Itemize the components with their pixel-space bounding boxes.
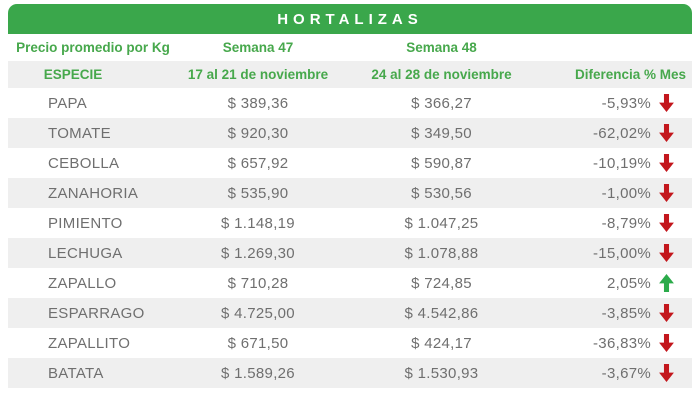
- diff-cell: 2,05%: [545, 274, 692, 292]
- down-arrow-icon: [659, 214, 674, 232]
- table-row: LECHUGA $ 1.269,30 $ 1.078,88 -15,00%: [8, 238, 692, 268]
- diff-percent: -5,93%: [601, 94, 651, 112]
- down-arrow-icon: [659, 364, 674, 382]
- species-cell: PIMIENTO: [48, 214, 123, 232]
- column-header-row: ESPECIE 17 al 21 de noviembre 24 al 28 d…: [8, 61, 692, 88]
- week47-price-cell: $ 1.589,26: [221, 364, 295, 382]
- week47-price-cell: $ 1.148,19: [221, 214, 295, 232]
- species-cell: ZAPALLITO: [48, 334, 131, 352]
- down-arrow-icon: [659, 244, 674, 262]
- down-arrow-icon: [659, 184, 674, 202]
- up-arrow-icon: [659, 274, 674, 292]
- diff-cell: -5,93%: [545, 94, 692, 112]
- diff-percent: -1,00%: [601, 184, 651, 202]
- diff-percent: -3,85%: [601, 304, 651, 322]
- species-cell: CEBOLLA: [48, 154, 120, 172]
- week48-price-cell: $ 366,27: [411, 94, 472, 112]
- week48-price-cell: $ 530,56: [411, 184, 472, 202]
- week47-price-cell: $ 671,50: [227, 334, 289, 352]
- diff-cell: -3,85%: [545, 304, 692, 322]
- species-cell: ZAPALLO: [48, 274, 117, 292]
- week48-price-cell: $ 590,87: [411, 154, 472, 172]
- diff-percent: -62,02%: [593, 124, 651, 142]
- diff-cell: -15,00%: [545, 244, 692, 262]
- week48-price-cell: $ 4.542,86: [404, 304, 479, 322]
- table-row: PIMIENTO $ 1.148,19 $ 1.047,25 -8,79%: [8, 208, 692, 238]
- table-row: ZAPALLO $ 710,28 $ 724,85 2,05%: [8, 268, 692, 298]
- diff-cell: -1,00%: [545, 184, 692, 202]
- week47-price-cell: $ 389,36: [227, 94, 289, 112]
- week48-label: Semana 48: [406, 40, 477, 55]
- week-header-row: Precio promedio por Kg Semana 47 Semana …: [8, 34, 692, 61]
- week48-price-cell: $ 724,85: [411, 274, 472, 292]
- species-cell: ZANAHORIA: [48, 184, 139, 202]
- especie-column-header: ESPECIE: [43, 67, 103, 82]
- down-arrow-icon: [659, 124, 674, 142]
- price-per-kg-label: Precio promedio por Kg: [16, 40, 170, 55]
- week48-price-cell: $ 1.530,93: [404, 364, 479, 382]
- diff-cell: -62,02%: [545, 124, 692, 142]
- week47-price-cell: $ 4.725,00: [221, 304, 295, 322]
- diff-percent: -10,19%: [593, 154, 651, 172]
- species-cell: BATATA: [48, 364, 104, 382]
- week47-dates-header: 17 al 21 de noviembre: [187, 67, 329, 82]
- diff-percent: -15,00%: [593, 244, 651, 262]
- down-arrow-icon: [659, 304, 674, 322]
- down-arrow-icon: [659, 334, 674, 352]
- diff-cell: -3,67%: [545, 364, 692, 382]
- week48-price-cell: $ 424,17: [411, 334, 472, 352]
- week47-price-cell: $ 710,28: [227, 274, 289, 292]
- species-cell: LECHUGA: [48, 244, 123, 262]
- species-cell: PAPA: [48, 94, 87, 112]
- table-row: PAPA $ 389,36 $ 366,27 -5,93%: [8, 88, 692, 118]
- week47-price-cell: $ 657,92: [227, 154, 289, 172]
- table-title-bar: HORTALIZAS: [8, 4, 692, 34]
- week48-price-cell: $ 1.047,25: [404, 214, 479, 232]
- species-cell: TOMATE: [48, 124, 111, 142]
- diff-cell: -8,79%: [545, 214, 692, 232]
- table-row: TOMATE $ 920,30 $ 349,50 -62,02%: [8, 118, 692, 148]
- diff-percent: -36,83%: [593, 334, 651, 352]
- diff-percent: -8,79%: [601, 214, 651, 232]
- table-row: ZAPALLITO $ 671,50 $ 424,17 -36,83%: [8, 328, 692, 358]
- table-row: ESPARRAGO $ 4.725,00 $ 4.542,86 -3,85%: [8, 298, 692, 328]
- price-table: HORTALIZAS Precio promedio por Kg Semana…: [8, 4, 692, 388]
- week47-price-cell: $ 1.269,30: [221, 244, 295, 262]
- table-title: HORTALIZAS: [277, 10, 423, 28]
- diff-cell: -36,83%: [545, 334, 692, 352]
- week48-price-cell: $ 349,50: [411, 124, 472, 142]
- table-row: ZANAHORIA $ 535,90 $ 530,56 -1,00%: [8, 178, 692, 208]
- week47-price-cell: $ 920,30: [227, 124, 289, 142]
- down-arrow-icon: [659, 154, 674, 172]
- table-row: CEBOLLA $ 657,92 $ 590,87 -10,19%: [8, 148, 692, 178]
- species-cell: ESPARRAGO: [48, 304, 145, 322]
- table-body: PAPA $ 389,36 $ 366,27 -5,93% TOMATE $ 9…: [8, 88, 692, 388]
- down-arrow-icon: [659, 94, 674, 112]
- diff-cell: -10,19%: [545, 154, 692, 172]
- week48-price-cell: $ 1.078,88: [404, 244, 479, 262]
- diff-percent: -3,67%: [601, 364, 651, 382]
- diff-percent: 2,05%: [606, 274, 651, 292]
- diff-column-header: Diferencia % Mes: [574, 67, 686, 82]
- week47-price-cell: $ 535,90: [227, 184, 289, 202]
- week48-dates-header: 24 al 28 de noviembre: [371, 67, 512, 82]
- week47-label: Semana 47: [222, 40, 294, 55]
- table-row: BATATA $ 1.589,26 $ 1.530,93 -3,67%: [8, 358, 692, 388]
